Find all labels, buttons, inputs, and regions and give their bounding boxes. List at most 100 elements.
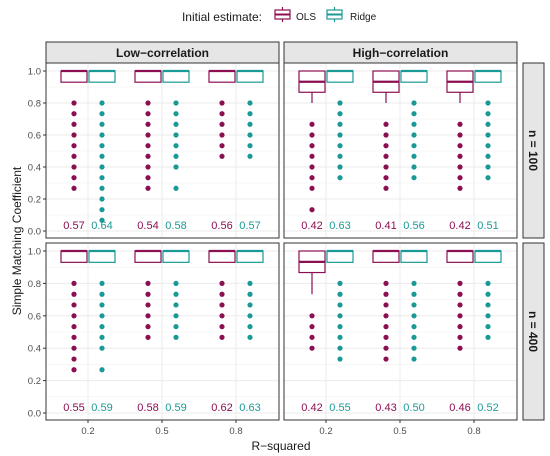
outlier-point <box>411 175 417 181</box>
outlier-point <box>485 132 491 138</box>
outlier-point <box>173 324 179 330</box>
smc-mean-label: 0.58 <box>137 402 158 414</box>
outlier-point <box>411 100 417 106</box>
outlier-point <box>309 153 315 159</box>
x-axis-title: R−squared <box>251 439 310 453</box>
box-body <box>88 70 116 83</box>
box-ols-0.2: 0.55 <box>60 249 88 414</box>
outlier-point <box>309 324 315 330</box>
box-body <box>162 250 190 263</box>
outlier-point <box>145 324 151 330</box>
y-tick-label: 0.4 <box>28 163 41 174</box>
outlier-point <box>173 132 179 138</box>
outlier-point <box>219 100 225 106</box>
outlier-point <box>99 345 105 351</box>
box-ridge-0.5: 0.59 <box>162 249 190 414</box>
box-ridge-0.8: 0.52 <box>474 249 502 414</box>
outlier-point <box>485 111 491 117</box>
outlier-point <box>247 334 253 340</box>
outlier-point <box>71 185 77 191</box>
outlier-point <box>71 356 77 362</box>
outlier-point <box>71 313 77 319</box>
outlier-point <box>383 313 389 319</box>
outlier-point <box>411 111 417 117</box>
outlier-point <box>411 132 417 138</box>
outlier-point <box>485 302 491 308</box>
outlier-point <box>485 121 491 127</box>
outlier-point <box>99 175 105 181</box>
box-body <box>60 70 88 83</box>
smc-mean-label: 0.62 <box>211 402 232 414</box>
outlier-point <box>457 132 463 138</box>
outlier-point <box>71 132 77 138</box>
outlier-point <box>337 143 343 149</box>
outlier-point <box>145 302 151 308</box>
smc-mean-label: 0.46 <box>449 402 470 414</box>
outlier-point <box>99 291 105 297</box>
outlier-point <box>383 334 389 340</box>
outlier-point <box>337 280 343 286</box>
outlier-point <box>247 280 253 286</box>
outlier-point <box>71 153 77 159</box>
outlier-point <box>173 291 179 297</box>
outlier-point <box>247 324 253 330</box>
legend-label-ridge: Ridge <box>350 12 377 23</box>
outlier-point <box>71 367 77 373</box>
outlier-point <box>145 100 151 106</box>
outlier-point <box>247 153 253 159</box>
outlier-point <box>71 291 77 297</box>
box-body <box>372 250 400 263</box>
box-body <box>236 70 264 83</box>
outlier-point <box>309 164 315 170</box>
outlier-point <box>309 132 315 138</box>
outlier-point <box>247 100 253 106</box>
outlier-point <box>173 313 179 319</box>
strip-label-high-correlation: High−correlation <box>353 46 449 60</box>
outlier-point <box>309 207 315 213</box>
outlier-point <box>337 291 343 297</box>
box-ols-0.5: 0.58 <box>134 249 162 414</box>
outlier-point <box>173 334 179 340</box>
box-ols-0.8: 0.56 <box>208 69 236 232</box>
outlier-point <box>145 313 151 319</box>
outlier-point <box>173 121 179 127</box>
box-ridge-0.2: 0.64 <box>88 69 116 232</box>
outlier-point <box>99 164 105 170</box>
outlier-point <box>411 121 417 127</box>
outlier-point <box>99 324 105 330</box>
box-body <box>208 250 236 263</box>
outlier-point <box>485 143 491 149</box>
outlier-point <box>173 153 179 159</box>
outlier-point <box>411 153 417 159</box>
strip-n400 <box>522 242 545 421</box>
outlier-point <box>457 345 463 351</box>
outlier-point <box>71 345 77 351</box>
y-tick-label: 0.0 <box>28 409 41 420</box>
outlier-point <box>457 334 463 340</box>
outlier-point <box>71 280 77 286</box>
box-body <box>326 70 354 83</box>
outlier-point <box>383 291 389 297</box>
smc-mean-label: 0.63 <box>329 220 350 232</box>
outlier-point <box>173 100 179 106</box>
outlier-point <box>337 100 343 106</box>
outlier-point <box>411 324 417 330</box>
box-ols-0.8: 0.62 <box>208 249 236 414</box>
panel-border <box>283 62 518 239</box>
outlier-point <box>309 121 315 127</box>
x-tick-label: 0.5 <box>155 426 168 437</box>
outlier-point <box>219 153 225 159</box>
outlier-point <box>71 164 77 170</box>
box-ridge-0.8: 0.63 <box>236 249 264 414</box>
outlier-point <box>485 280 491 286</box>
box-body <box>400 70 428 83</box>
y-tick-label: 0.6 <box>28 131 41 142</box>
x-tick-label: 0.8 <box>229 426 242 437</box>
outlier-point <box>337 324 343 330</box>
box-body <box>134 70 162 83</box>
outlier-point <box>173 280 179 286</box>
smc-mean-label: 0.42 <box>449 220 470 232</box>
outlier-point <box>173 143 179 149</box>
outlier-point <box>247 121 253 127</box>
outlier-point <box>383 280 389 286</box>
